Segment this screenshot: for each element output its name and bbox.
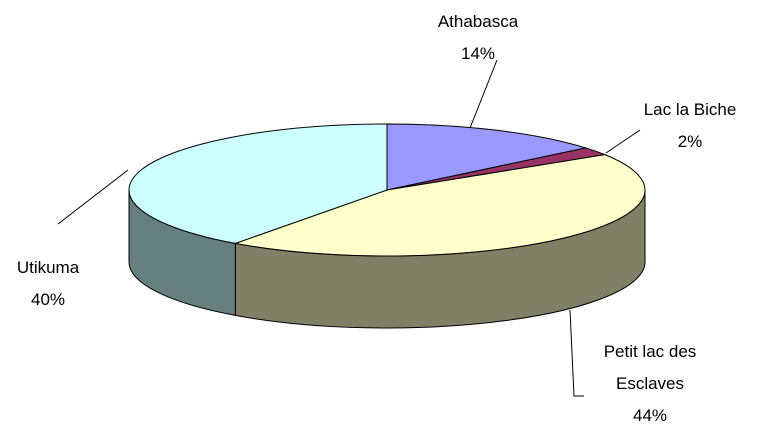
data-label: Utikuma 40% xyxy=(3,252,93,316)
leader-line xyxy=(605,129,641,154)
slice xyxy=(386,123,588,191)
slice xyxy=(233,154,646,257)
category-label: Athabasca xyxy=(437,12,519,31)
category-label: Utikuma xyxy=(16,258,80,277)
category-label: Lac la Biche xyxy=(643,100,737,119)
data-label: Petit lac des Esclaves 44% xyxy=(575,336,725,426)
slice xyxy=(128,123,388,244)
leader-line xyxy=(57,169,129,225)
value-label: 2% xyxy=(677,132,703,151)
data-label: Athabasca 14% xyxy=(418,6,538,70)
leader-line xyxy=(569,309,584,397)
value-label: 40% xyxy=(30,290,66,309)
value-label: 14% xyxy=(460,44,496,63)
category-label: Petit lac des Esclaves xyxy=(603,342,697,393)
data-label: Lac la Biche 2% xyxy=(625,94,755,158)
value-label: 44% xyxy=(632,406,668,425)
leader-line xyxy=(469,59,498,129)
